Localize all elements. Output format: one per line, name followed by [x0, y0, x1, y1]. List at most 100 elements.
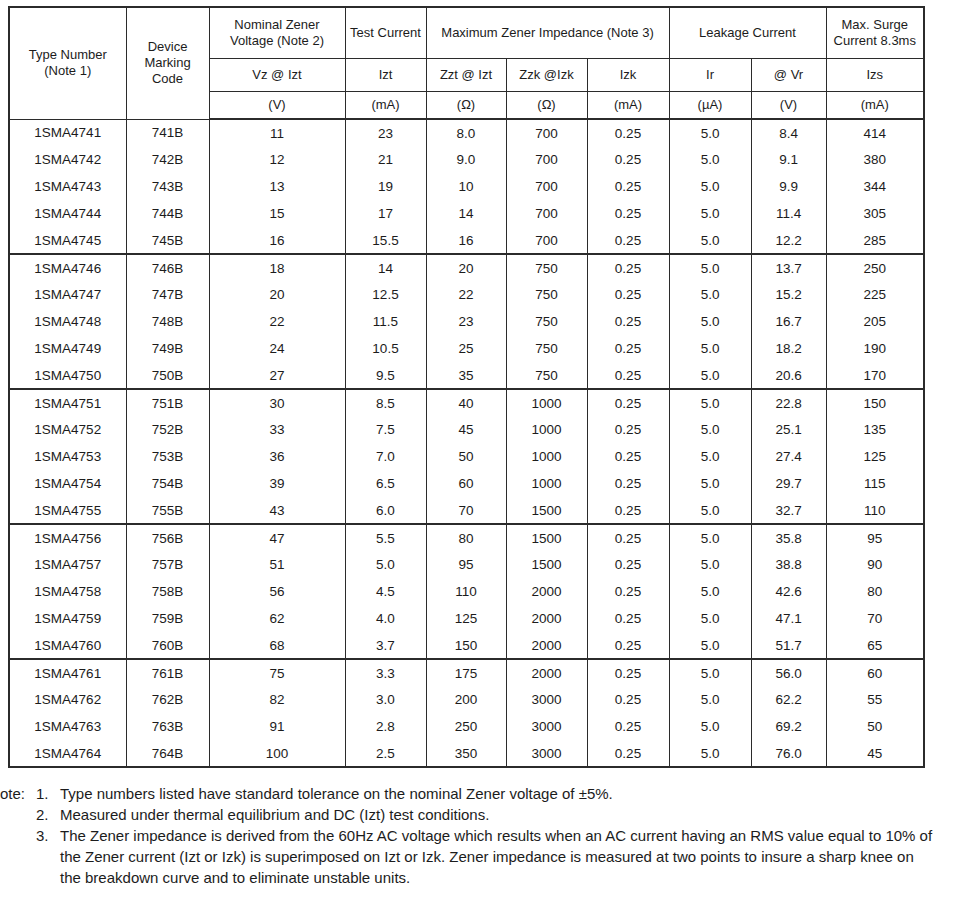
table-cell: 700 [506, 200, 587, 227]
col-unit-ma: (mA) [345, 91, 426, 119]
table-cell: 7.5 [345, 416, 426, 443]
table-cell: 1SMA4747 [9, 281, 126, 308]
table-cell: 756B [126, 524, 209, 551]
table-cell: 95 [826, 524, 924, 551]
table-cell: 1SMA4749 [9, 335, 126, 362]
table-cell: 750B [126, 362, 209, 389]
table-cell: 5.0 [669, 686, 751, 713]
table-cell: 4.0 [345, 605, 426, 632]
table-cell: 1SMA4748 [9, 308, 126, 335]
table-cell: 32.7 [751, 497, 826, 524]
col-unit-ua: (µA) [669, 91, 751, 119]
table-cell: 2000 [506, 632, 587, 659]
table-cell: 757B [126, 551, 209, 578]
table-cell: 1500 [506, 551, 587, 578]
table-cell: 285 [826, 227, 924, 254]
table-cell: 5.0 [669, 254, 751, 281]
table-cell: 5.0 [669, 713, 751, 740]
table-cell: 125 [426, 605, 506, 632]
table-cell: 40 [426, 389, 506, 416]
table-cell: 747B [126, 281, 209, 308]
table-cell: 50 [426, 443, 506, 470]
table-cell: 5.0 [669, 470, 751, 497]
table-cell: 744B [126, 200, 209, 227]
table-cell: 21 [345, 146, 426, 173]
table-cell: 62.2 [751, 686, 826, 713]
note-text: Measured under thermal equilibrium and D… [60, 804, 936, 825]
table-cell: 50 [826, 713, 924, 740]
table-cell: 759B [126, 605, 209, 632]
table-cell: 5.0 [669, 497, 751, 524]
table-cell: 0.25 [587, 713, 669, 740]
table-row: 1SMA4757757B515.09515000.255.038.890 [9, 551, 924, 578]
table-cell: 22 [426, 281, 506, 308]
table-cell: 743B [126, 173, 209, 200]
col-header-max-surge-current: Max. Surge Current 8.3ms [826, 7, 924, 58]
table-row: 1SMA4749749B2410.5257500.255.018.2190 [9, 335, 924, 362]
header-group-row: Type Number (Note 1) Device Marking Code… [9, 7, 924, 58]
table-cell: 15.2 [751, 281, 826, 308]
table-cell: 0.25 [587, 227, 669, 254]
table-cell: 5.0 [669, 119, 751, 146]
table-cell: 25.1 [751, 416, 826, 443]
table-row: 1SMA4743743B1319107000.255.09.9344 [9, 173, 924, 200]
table-cell: 2000 [506, 605, 587, 632]
col-header-type-number: Type Number (Note 1) [9, 7, 126, 119]
col-subheader-vr: @ Vr [751, 58, 826, 91]
table-cell: 100 [209, 740, 345, 767]
table-cell: 8.4 [751, 119, 826, 146]
table-cell: 1SMA4764 [9, 740, 126, 767]
table-header: Type Number (Note 1) Device Marking Code… [9, 7, 924, 119]
table-cell: 3000 [506, 686, 587, 713]
table-cell: 1SMA4751 [9, 389, 126, 416]
table-row: 1SMA4750750B279.5357500.255.020.6170 [9, 362, 924, 389]
table-cell: 3.0 [345, 686, 426, 713]
table-cell: 1000 [506, 443, 587, 470]
electrical-characteristics-table: Type Number (Note 1) Device Marking Code… [8, 6, 925, 768]
note-item-3: 3. The Zener impedance is derived from t… [36, 825, 936, 888]
table-cell: 23 [345, 119, 426, 146]
table-cell: 0.25 [587, 443, 669, 470]
table-cell: 3000 [506, 740, 587, 767]
notes-label: ote: [0, 783, 36, 888]
table-row: 1SMA4744744B1517147000.255.011.4305 [9, 200, 924, 227]
table-cell: 14 [426, 200, 506, 227]
table-row: 1SMA4756756B475.58015000.255.035.895 [9, 524, 924, 551]
table-cell: 1000 [506, 470, 587, 497]
table-cell: 0.25 [587, 146, 669, 173]
table-cell: 344 [826, 173, 924, 200]
table-cell: 764B [126, 740, 209, 767]
table-cell: 9.5 [345, 362, 426, 389]
note-item-1: 1. Type numbers listed have standard tol… [36, 783, 936, 804]
col-header-nominal-zener-voltage: Nominal Zener Voltage (Note 2) [209, 7, 345, 58]
table-cell: 90 [826, 551, 924, 578]
note-number: 1. [36, 783, 60, 804]
table-cell: 700 [506, 146, 587, 173]
table-cell: 742B [126, 146, 209, 173]
table-cell: 24 [209, 335, 345, 362]
table-cell: 749B [126, 335, 209, 362]
table-cell: 0.25 [587, 335, 669, 362]
table-cell: 5.0 [669, 281, 751, 308]
table-cell: 55 [826, 686, 924, 713]
table-cell: 0.25 [587, 686, 669, 713]
table-cell: 746B [126, 254, 209, 281]
table-cell: 1000 [506, 416, 587, 443]
table-cell: 0.25 [587, 524, 669, 551]
table-cell: 0.25 [587, 362, 669, 389]
table-cell: 305 [826, 200, 924, 227]
table-cell: 60 [426, 470, 506, 497]
table-cell: 0.25 [587, 254, 669, 281]
table-cell: 1SMA4741 [9, 119, 126, 146]
table-cell: 56 [209, 578, 345, 605]
table-cell: 17 [345, 200, 426, 227]
table-cell: 200 [426, 686, 506, 713]
table-cell: 5.0 [669, 524, 751, 551]
table-cell: 1SMA4762 [9, 686, 126, 713]
table-cell: 20 [426, 254, 506, 281]
table-cell: 6.0 [345, 497, 426, 524]
col-subheader-izk: Izk [587, 58, 669, 91]
table-cell: 150 [426, 632, 506, 659]
table-row: 1SMA4752752B337.54510000.255.025.1135 [9, 416, 924, 443]
table-cell: 2.8 [345, 713, 426, 740]
